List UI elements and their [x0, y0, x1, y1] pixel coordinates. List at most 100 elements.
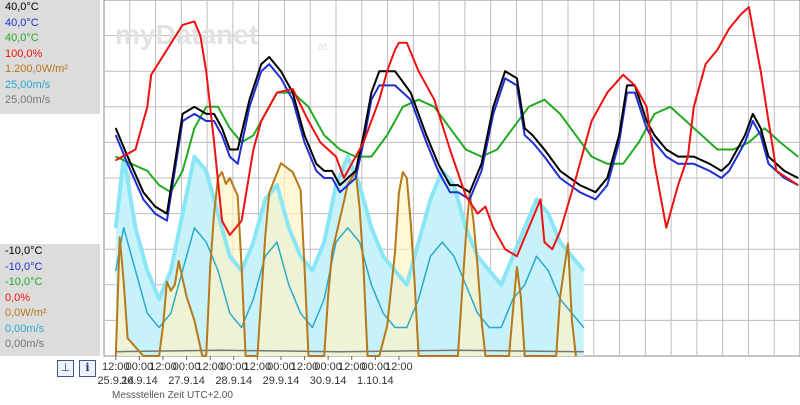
cursor-icon[interactable]: ⊥: [57, 360, 74, 377]
data-point-t-green: [158, 184, 160, 186]
data-point-radiation: [323, 355, 325, 357]
data-point-radiation: [245, 355, 247, 357]
data-point-wind: [311, 326, 313, 329]
data-point-radiation: [292, 171, 294, 173]
data-point-radiation: [225, 183, 227, 185]
x-date-label: 29.9.14: [263, 375, 300, 387]
data-point-radiation: [508, 355, 510, 357]
data-point-t-green: [622, 163, 624, 165]
data-point-humidity: [319, 141, 321, 143]
data-point-wind: [429, 255, 431, 257]
data-point-t-green: [638, 141, 640, 143]
data-point-t-black: [248, 99, 251, 101]
data-point-wind-light: [311, 270, 313, 272]
data-point-humidity: [205, 70, 207, 72]
data-point-wind: [441, 241, 443, 243]
data-point-t-black: [237, 148, 239, 151]
data-point-humidity: [797, 184, 799, 186]
data-point-humidity: [477, 213, 479, 215]
data-point-radiation: [429, 355, 431, 357]
data-point-radiation: [307, 355, 310, 357]
data-point-t-black: [736, 148, 738, 151]
data-point-t-black: [504, 70, 506, 72]
data-point-radiation: [418, 355, 420, 357]
data-point-humidity: [166, 49, 168, 51]
data-point-t-blue: [532, 141, 534, 143]
data-point-t-black: [797, 177, 799, 179]
data-point-wind: [300, 312, 302, 314]
x-tick-label: 00:00: [362, 361, 390, 373]
data-point-t-green: [496, 148, 498, 151]
legend-item: 1.200,0W/m²: [5, 63, 68, 75]
data-point-t-black: [268, 56, 270, 58]
data-point-t-black: [437, 163, 439, 165]
data-point-t-blue: [524, 134, 526, 136]
data-point-wind: [453, 255, 455, 257]
data-point-t-black: [213, 113, 215, 115]
data-point-humidity: [433, 99, 435, 101]
data-point-radiation: [559, 296, 561, 298]
data-point-humidity: [199, 35, 201, 37]
data-point-radiation: [178, 260, 180, 262]
data-point-radiation: [343, 201, 345, 203]
data-point-humidity: [551, 248, 553, 250]
data-point-t-black: [127, 156, 129, 158]
data-point-t-black: [166, 213, 168, 215]
data-point-radiation: [488, 355, 490, 357]
data-point-t-blue: [142, 198, 144, 200]
data-point-humidity: [343, 177, 345, 179]
data-point-t-blue: [331, 177, 333, 179]
data-point-humidity: [559, 230, 561, 232]
data-point-wind: [394, 326, 396, 329]
data-point-humidity: [484, 205, 486, 208]
data-point-t-blue: [378, 84, 380, 86]
data-point-radiation: [201, 355, 203, 357]
data-point-wind: [123, 227, 125, 229]
data-point-wind: [205, 241, 207, 243]
data-point-humidity: [351, 163, 353, 165]
data-point-wind-light: [488, 270, 490, 272]
data-point-t-green: [685, 120, 687, 122]
data-point-t-green: [323, 134, 325, 136]
data-point-wind-light: [229, 255, 231, 257]
data-point-humidity: [646, 106, 648, 108]
data-point-humidity: [418, 70, 420, 72]
data-point-radiation: [248, 355, 251, 357]
data-point-t-black: [182, 113, 184, 115]
data-point-radiation: [555, 355, 557, 357]
data-point-t-blue: [665, 156, 667, 158]
data-point-t-blue: [618, 141, 620, 143]
info-icon[interactable]: ℹ: [79, 360, 96, 377]
data-point-t-blue: [268, 63, 270, 65]
data-point-humidity: [693, 106, 695, 108]
x-date-label: 30.9.14: [310, 375, 347, 387]
data-point-t-black: [362, 134, 365, 136]
data-point-humidity: [370, 120, 372, 122]
data-point-radiation: [252, 355, 254, 357]
series-humidity: [115, 6, 799, 258]
data-point-t-black: [355, 170, 357, 172]
data-point-t-green: [543, 99, 546, 101]
x-tick-label: 12:00: [385, 361, 413, 373]
data-point-t-black: [677, 156, 679, 158]
data-point-t-blue: [646, 127, 648, 129]
data-point-wind-light: [182, 213, 184, 215]
data-point-wind: [217, 270, 219, 272]
legend-item: 25,00m/s: [5, 78, 51, 91]
data-point-humidity: [606, 92, 608, 94]
data-point-t-blue: [166, 220, 168, 222]
data-point-radiation: [575, 355, 577, 357]
data-point-t-blue: [205, 120, 207, 122]
data-point-humidity: [748, 6, 750, 8]
legend-item: 0,0W/m²: [5, 307, 47, 319]
data-point-wind: [182, 270, 184, 272]
data-point-wind: [535, 255, 538, 257]
data-point-t-green: [732, 148, 734, 151]
data-point-humidity: [575, 177, 577, 179]
data-point-t-green: [386, 134, 388, 136]
data-point-radiation: [535, 355, 538, 357]
data-point-radiation: [465, 236, 467, 238]
data-point-t-green: [701, 134, 703, 136]
data-point-t-blue: [410, 99, 412, 101]
